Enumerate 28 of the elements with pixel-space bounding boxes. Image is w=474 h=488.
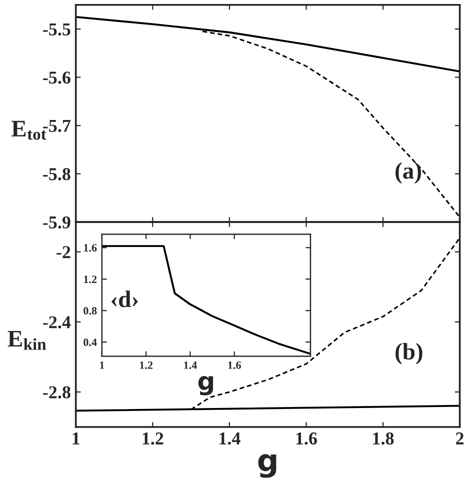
- y-tick-label: -5.7: [43, 120, 71, 132]
- x-tick-label: 1.4: [220, 432, 240, 445]
- y-axis-title: E$_{kin}$: [8, 331, 46, 350]
- x-axis-title: g: [258, 454, 276, 478]
- x-tick-label: 1: [72, 432, 80, 444]
- y-tick-label: -2: [56, 246, 70, 258]
- x-tick-label: 1.2: [140, 361, 153, 369]
- annotation: (a): [396, 162, 422, 184]
- x-tick-label: 1.4: [184, 361, 197, 369]
- y-axis-title: ‹d›: [112, 290, 138, 308]
- x-tick-label: 1.6: [296, 432, 317, 445]
- x-tick-label: 1.6: [228, 361, 241, 369]
- y-tick-label: -2.4: [43, 316, 71, 328]
- y-tick-label: -2.8: [43, 386, 70, 398]
- y-tick-label: -5.8: [43, 168, 70, 180]
- y-tick-label: 0.8: [84, 307, 97, 315]
- y-tick-label: -5.9: [43, 216, 70, 229]
- x-tick-label: 1.8: [373, 432, 394, 445]
- x-tick-label: 2: [456, 432, 464, 444]
- x-axis-title: g: [198, 376, 214, 396]
- x-tick-label: 1: [100, 361, 104, 369]
- y-tick-label: 1.6: [84, 244, 97, 252]
- y-tick-label: -5.5: [43, 23, 70, 36]
- y-tick-label: -5.6: [43, 72, 70, 84]
- y-tick-label: 0.4: [84, 338, 97, 346]
- x-tick-label: 1.2: [142, 432, 164, 445]
- annotation: (b): [396, 342, 422, 364]
- y-tick-label: 1.2: [84, 276, 97, 284]
